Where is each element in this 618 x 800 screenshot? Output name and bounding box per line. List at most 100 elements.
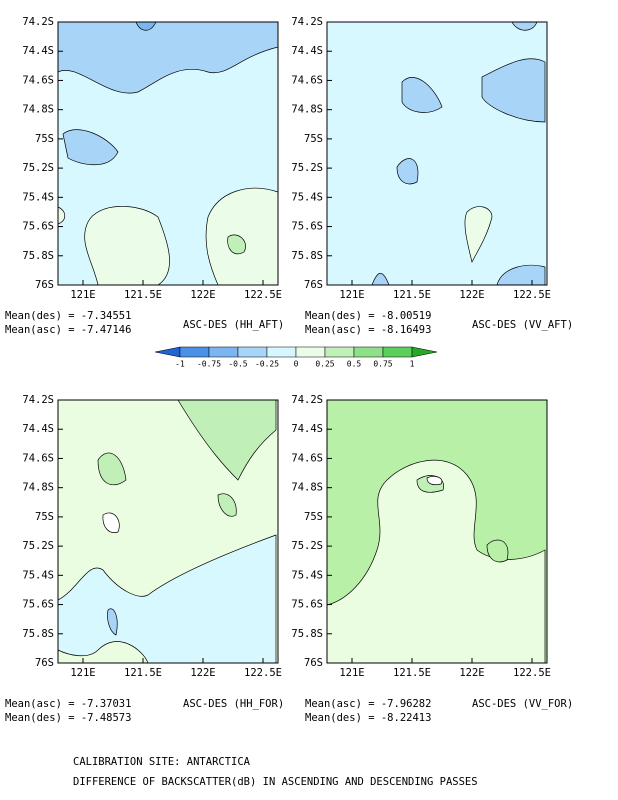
y-tick-label: 74.8S xyxy=(22,482,54,494)
mean-line: Mean(asc) = -7.47146 xyxy=(5,324,131,336)
x-tick-label: 121.5E xyxy=(393,667,431,679)
x-tick-label: 122E xyxy=(190,667,215,679)
colorbar-label: -0.75 xyxy=(197,360,221,369)
mean-line: Mean(des) = -8.00519 xyxy=(305,310,431,322)
y-tick-label: 75S xyxy=(35,511,54,523)
y-tick-label: 74.4S xyxy=(22,423,54,435)
x-tick-label: 122E xyxy=(459,289,484,301)
y-tick-label: 74.8S xyxy=(22,104,54,116)
y-tick-label: 75.6S xyxy=(22,221,54,233)
panel-title: ASC-DES (HH_FOR) xyxy=(183,698,284,710)
colorbar-end xyxy=(154,346,181,358)
colorbar-label: -0.25 xyxy=(255,360,279,369)
contour-region xyxy=(227,234,246,255)
panel-title: ASC-DES (HH_AFT) xyxy=(183,319,284,331)
colorbar-segment xyxy=(237,346,268,358)
colorbar-segment xyxy=(382,346,413,358)
y-tick-label: 76S xyxy=(304,657,323,669)
y-tick-label: 74.2S xyxy=(22,394,54,406)
colorbar-label: -0.5 xyxy=(228,360,247,369)
y-tick-label: 75.8S xyxy=(291,628,323,640)
colorbar-label: 0.25 xyxy=(315,360,334,369)
map-panel: 74.2S 74.4S 74.6S 74.8S 75S 75.2S 75.4S 75.6S 75… xyxy=(291,16,551,301)
x-tick-label: 121.5E xyxy=(124,289,162,301)
y-tick-label: 75S xyxy=(304,511,323,523)
footer-text: CALIBRATION SITE: ANTARCTICA xyxy=(73,756,251,768)
y-tick-label: 74.2S xyxy=(291,394,323,406)
y-tick-label: 75.4S xyxy=(22,569,54,581)
y-tick-label: 75.2S xyxy=(22,540,54,552)
colorbar-end xyxy=(411,346,438,358)
x-tick-label: 122E xyxy=(190,289,215,301)
contour-region xyxy=(102,512,120,533)
y-tick-label: 76S xyxy=(35,279,54,291)
y-tick-label: 74.8S xyxy=(291,104,323,116)
y-tick-label: 74.4S xyxy=(22,45,54,57)
y-tick-label: 74.8S xyxy=(291,482,323,494)
colorbar-label: 0.75 xyxy=(373,360,392,369)
colorbar-segment xyxy=(324,346,355,358)
y-tick-label: 75.6S xyxy=(291,221,323,233)
y-tick-label: 74.4S xyxy=(291,45,323,57)
y-tick-label: 75.6S xyxy=(291,599,323,611)
contour-region xyxy=(396,158,419,185)
contour-region xyxy=(177,399,277,481)
y-tick-label: 74.6S xyxy=(291,74,323,86)
y-tick-label: 75.6S xyxy=(22,599,54,611)
y-tick-label: 74.2S xyxy=(22,16,54,28)
y-tick-label: 75.8S xyxy=(291,250,323,262)
map-panel: 74.2S 74.4S 74.6S 74.8S 75S 75.2S 75.4S 75.6S 75… xyxy=(22,16,282,301)
y-tick-label: 75S xyxy=(304,133,323,145)
x-tick-label: 122.5E xyxy=(513,667,551,679)
map-background xyxy=(327,22,547,285)
contour-region xyxy=(426,476,443,486)
map-panel: 74.2S 74.4S 74.6S 74.8S 75S 75.2S 75.4S 75.6S 75… xyxy=(22,394,282,679)
y-tick-label: 76S xyxy=(35,657,54,669)
x-tick-label: 122E xyxy=(459,667,484,679)
contour-region xyxy=(84,206,170,286)
mean-line: Mean(asc) = -7.37031 xyxy=(5,698,131,710)
x-tick-label: 121.5E xyxy=(393,289,431,301)
colorbar-label: 0.5 xyxy=(347,360,362,369)
contour-region xyxy=(205,187,279,286)
mean-line: Mean(des) = -7.34551 xyxy=(5,310,131,322)
contour-region xyxy=(57,21,279,94)
mean-line: Mean(des) = -8.22413 xyxy=(305,712,431,724)
colorbar-segment xyxy=(208,346,239,358)
contour-region xyxy=(496,264,546,286)
y-tick-label: 75.2S xyxy=(291,540,323,552)
x-tick-label: 121.5E xyxy=(124,667,162,679)
y-tick-label: 75S xyxy=(35,133,54,145)
map-frame xyxy=(57,21,279,286)
map-frame xyxy=(57,399,279,664)
contour-region xyxy=(486,539,509,563)
x-tick-label: 122.5E xyxy=(244,289,282,301)
y-tick-label: 76S xyxy=(304,279,323,291)
mean-line: Mean(asc) = -8.16493 xyxy=(305,324,431,336)
panel-title: ASC-DES (VV_AFT) xyxy=(472,319,573,331)
x-tick-label: 122.5E xyxy=(244,667,282,679)
colorbar-label: 1 xyxy=(410,360,415,369)
contour-region xyxy=(464,206,493,264)
colorbar-segment xyxy=(266,346,297,358)
y-tick-label: 74.2S xyxy=(291,16,323,28)
y-tick-label: 75.4S xyxy=(291,191,323,203)
mean-line: Mean(asc) = -7.96282 xyxy=(305,698,431,710)
x-tick-label: 121E xyxy=(70,289,95,301)
x-tick-label: 122.5E xyxy=(513,289,551,301)
mean-line: Mean(des) = -7.48573 xyxy=(5,712,131,724)
contour-region xyxy=(401,77,443,113)
map-frame xyxy=(326,21,548,286)
y-tick-label: 74.6S xyxy=(291,452,323,464)
x-tick-label: 121E xyxy=(339,289,364,301)
contour-region xyxy=(97,452,127,486)
colorbar-segment xyxy=(179,346,210,358)
footer-text: DIFFERENCE OF BACKSCATTER(dB) IN ASCENDI… xyxy=(73,776,478,788)
contour-region xyxy=(217,493,237,517)
colorbar-label: -1 xyxy=(175,360,185,369)
panel-title: ASC-DES (VV_FOR) xyxy=(472,698,573,710)
contour-region xyxy=(62,129,119,166)
y-tick-label: 74.6S xyxy=(22,452,54,464)
y-tick-label: 75.8S xyxy=(22,250,54,262)
